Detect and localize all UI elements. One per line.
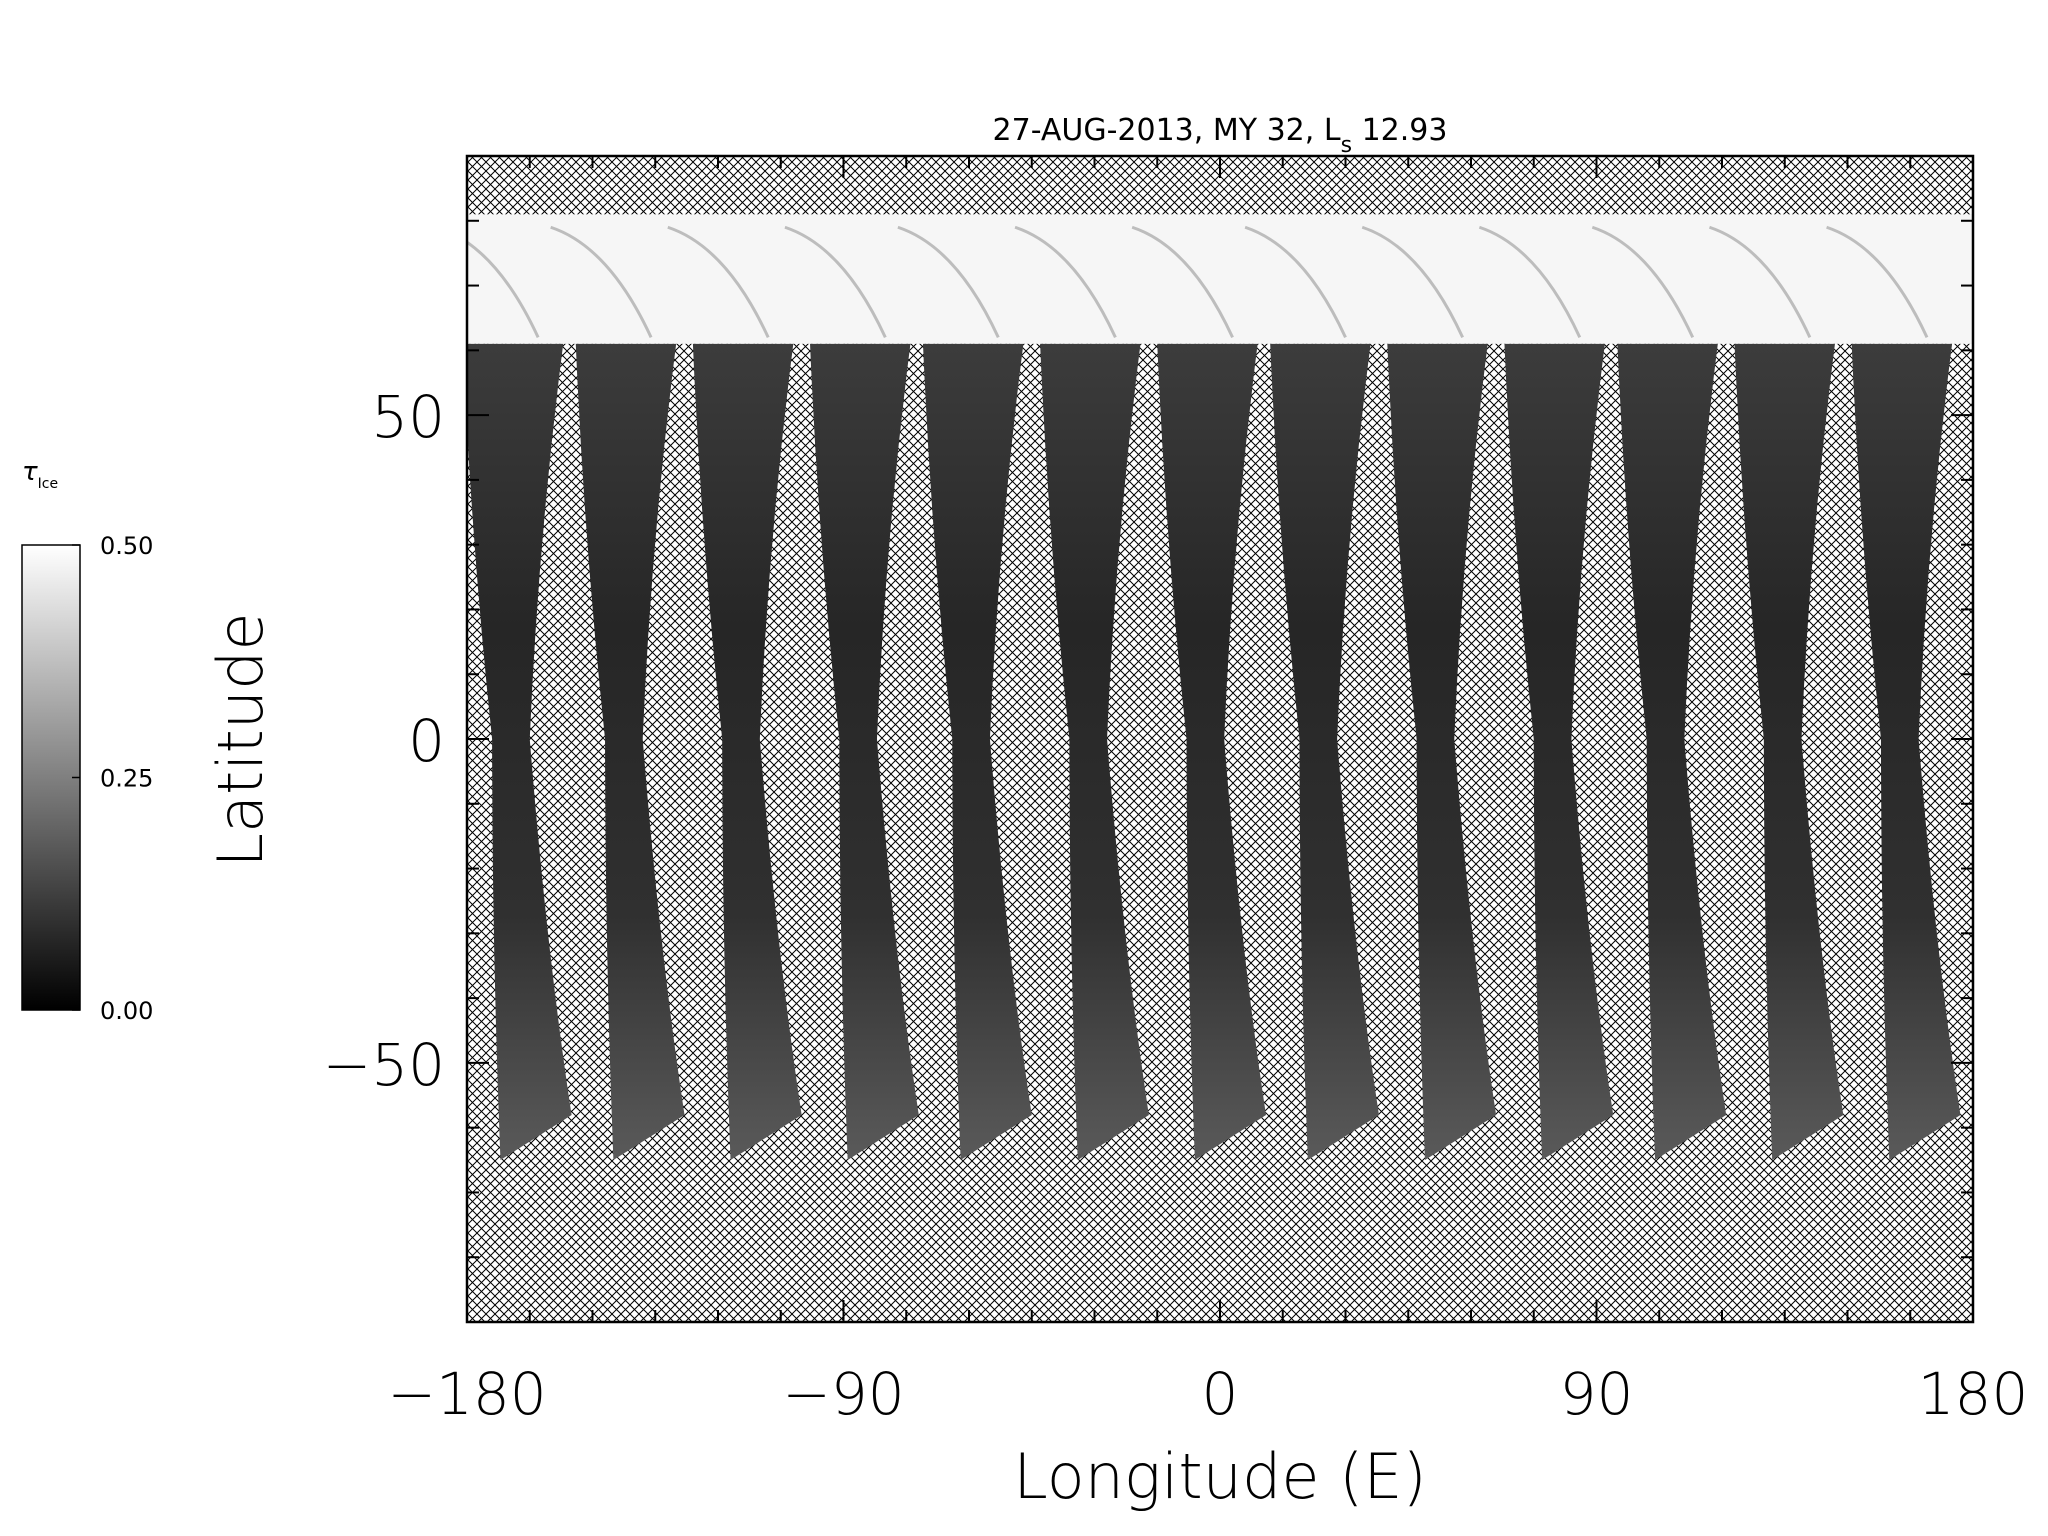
polar-swath-edge (1244, 225, 1347, 339)
colorbar-ticks: 0.00 0.25 0.50 (72, 532, 153, 1025)
orbit-swath (1504, 343, 1614, 1161)
data-layer (467, 214, 1973, 1161)
polar-swath-edge (1131, 225, 1234, 339)
x-tick-label: −180 (387, 1360, 546, 1428)
polar-swath-edge (1361, 225, 1464, 339)
polar-swath-edge (1591, 225, 1695, 339)
polar-swath-edge (667, 225, 770, 339)
y-tick-label: 0 (408, 707, 445, 775)
polar-swath-edge (1708, 225, 1812, 339)
polar-swath-edge (897, 225, 1000, 339)
orbit-swath (810, 343, 919, 1161)
polar-swath-edge (467, 240, 540, 339)
polar-swath-edge (550, 225, 653, 339)
chart-title: 27-AUG-2013, MY 32, Ls 12.93 (993, 113, 1448, 158)
y-axis-label: Latitude (204, 612, 277, 867)
ticks-layer: −180 −90 0 90 180 −50 0 50 (323, 156, 2029, 1428)
polar-swath-edge (1014, 225, 1117, 339)
polar-cap-band (467, 214, 1973, 344)
colorbar (21, 544, 81, 1011)
orbit-swath (575, 343, 685, 1161)
polar-swath-edge (1478, 225, 1582, 339)
polar-swath-edge (784, 225, 887, 339)
orbit-swath (1851, 343, 1961, 1161)
x-tick-label: −90 (782, 1360, 904, 1428)
polar-swath-edge (1826, 225, 1929, 339)
orbit-swath (1617, 343, 1727, 1161)
colorbar-tick-label: 0.00 (100, 997, 153, 1025)
orbit-swath (692, 343, 802, 1161)
orbit-swath (1387, 343, 1497, 1161)
x-tick-label: 90 (1560, 1360, 1634, 1428)
orbit-swath (1270, 343, 1379, 1161)
y-tick-label: 50 (371, 383, 445, 451)
orbit-swath (1040, 343, 1149, 1161)
orbit-swath (1157, 343, 1267, 1161)
orbit-swath (922, 343, 1032, 1161)
colorbar-tick-label: 0.25 (100, 765, 153, 793)
orbit-swath (467, 343, 572, 1161)
x-axis-label: Longitude (E) (1013, 1440, 1426, 1513)
orbit-swath (1734, 343, 1844, 1161)
x-tick-label: 180 (1918, 1360, 2029, 1428)
colorbar-title: τIce (22, 457, 58, 492)
y-tick-label: −50 (323, 1031, 445, 1099)
x-tick-label: 0 (1202, 1360, 1239, 1428)
colorbar-tick-label: 0.50 (100, 532, 153, 560)
